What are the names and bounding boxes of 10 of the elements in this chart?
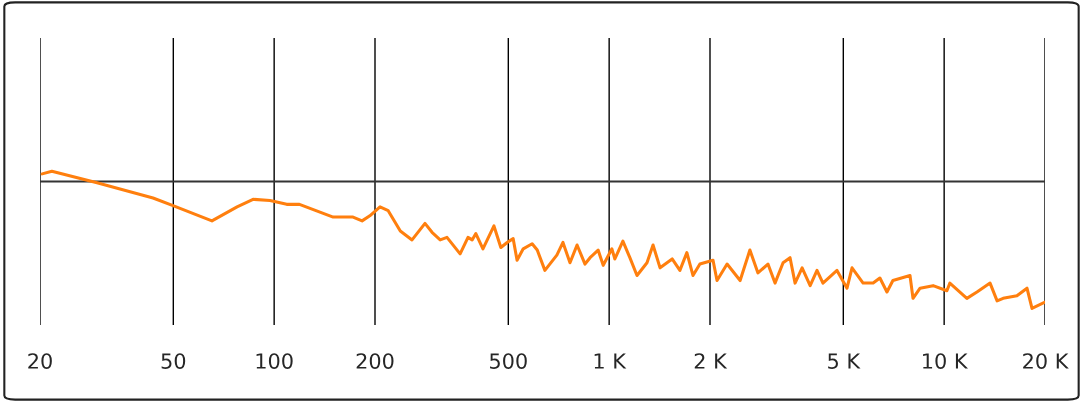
x-tick-label: 200 (356, 353, 394, 369)
x-tick-label: 20 K (1023, 353, 1069, 369)
x-tick-label: 100 (256, 353, 293, 369)
x-tick-label: 10 K (923, 353, 968, 369)
x-tick-label: 2 K (694, 353, 728, 369)
x-tick-label: 500 (490, 353, 527, 369)
x-tick-label: 1 K (594, 353, 627, 369)
x-tick-label: 20 (28, 353, 52, 369)
x-tick-label: 5 K (828, 353, 861, 369)
x-tick-label: 50 (161, 353, 186, 369)
